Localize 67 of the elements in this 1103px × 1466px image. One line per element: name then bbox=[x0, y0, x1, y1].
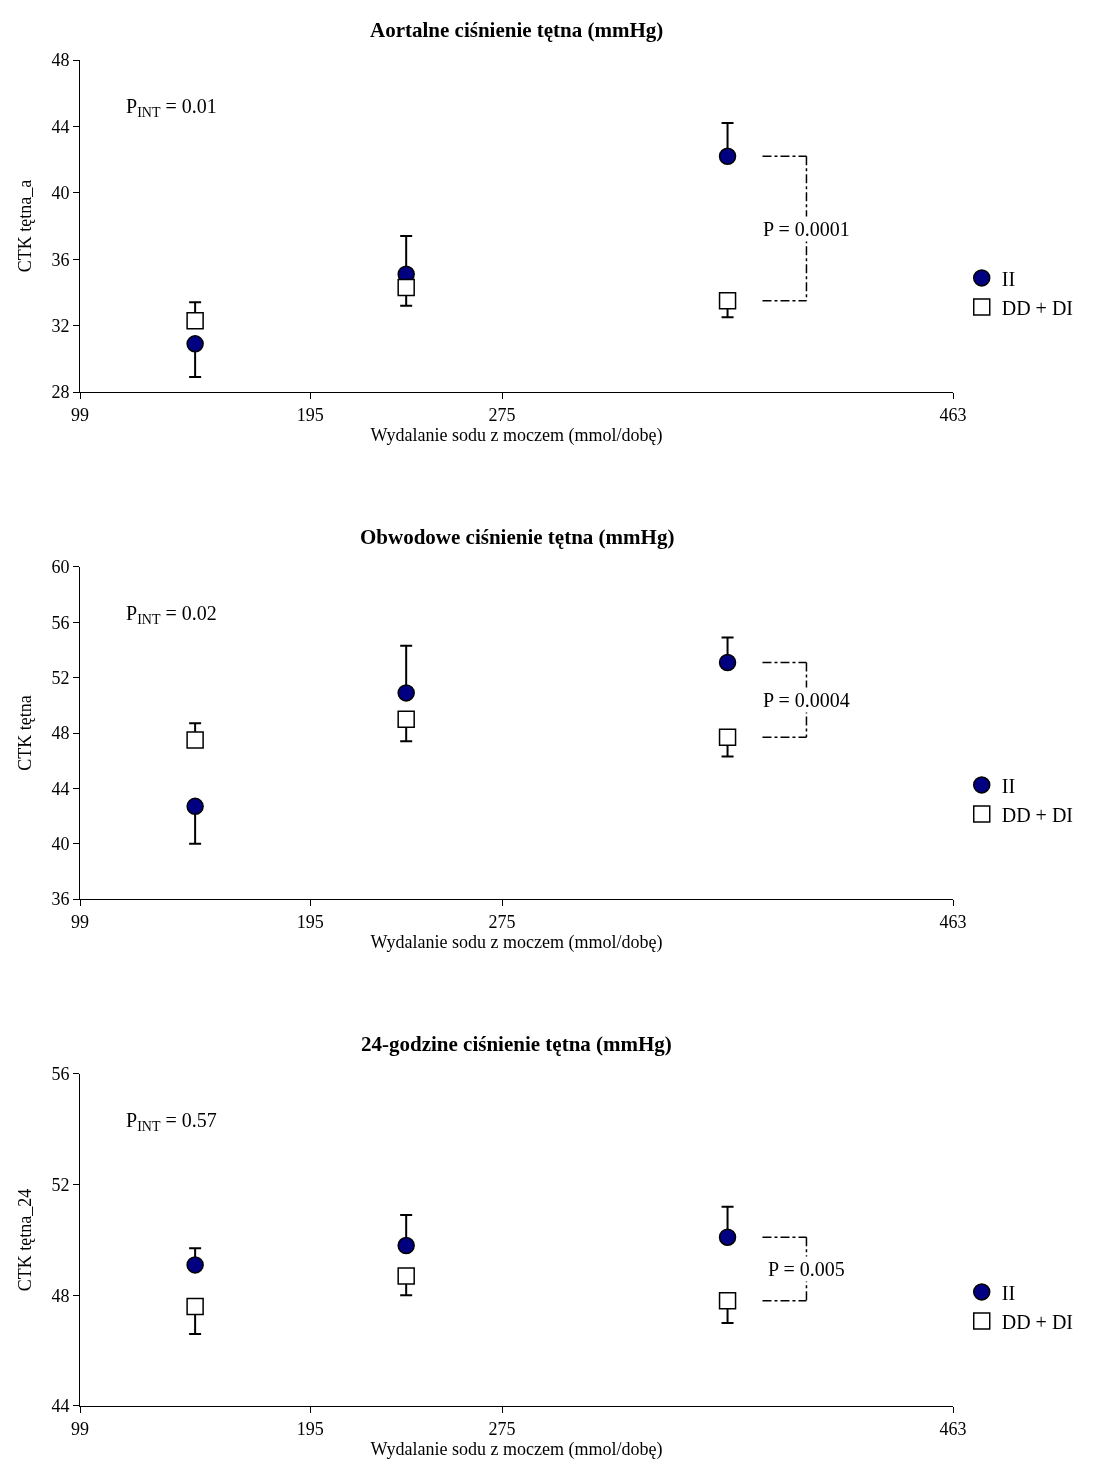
x-tick-label: 275 bbox=[488, 1418, 516, 1439]
x-tick-label: 275 bbox=[488, 404, 516, 425]
point bbox=[397, 1236, 415, 1255]
x-tick-label: 463 bbox=[939, 1418, 967, 1439]
point bbox=[186, 1297, 204, 1316]
annotation: P = 0.005 bbox=[768, 1258, 845, 1280]
x-tick-label: 99 bbox=[71, 911, 89, 932]
chart-title: 24-godzine ciśnienie tętna (mmHg) bbox=[361, 1032, 672, 1056]
y-axis-title: CTK tętna_24 bbox=[14, 1188, 35, 1292]
point bbox=[718, 1292, 737, 1310]
y-tick-label: 40 bbox=[51, 833, 70, 854]
point bbox=[397, 1267, 415, 1285]
y-tick-label: 48 bbox=[51, 50, 70, 71]
legend-label: DD + DI bbox=[1001, 1310, 1074, 1333]
legend-label: II bbox=[1001, 1281, 1016, 1304]
point bbox=[718, 1228, 737, 1246]
point bbox=[186, 1256, 204, 1274]
point bbox=[186, 731, 204, 749]
point bbox=[186, 311, 204, 330]
annotation: P = 0.0001 bbox=[763, 218, 850, 240]
y-tick-label: 36 bbox=[51, 249, 70, 270]
annotation: P = 0.0004 bbox=[763, 689, 850, 711]
point bbox=[186, 797, 204, 816]
point bbox=[718, 291, 737, 310]
x-tick-label: 195 bbox=[296, 911, 324, 932]
legend-label: II bbox=[1001, 267, 1016, 290]
y-axis-title: CTK tętna_a bbox=[14, 179, 35, 273]
point bbox=[718, 147, 737, 166]
legend-label: II bbox=[1001, 774, 1016, 797]
annotation: P$_{INT}$ = 0.01 bbox=[126, 95, 217, 121]
x-tick-label: 463 bbox=[939, 404, 967, 425]
y-tick-label: 56 bbox=[51, 612, 70, 633]
y-tick-label: 56 bbox=[51, 1064, 70, 1085]
x-tick-label: 195 bbox=[296, 1418, 324, 1439]
legend-label: DD + DI bbox=[1001, 296, 1074, 319]
x-tick-label: 275 bbox=[488, 911, 516, 932]
x-axis-title: Wydalanie sodu z moczem (mmol/dobę) bbox=[370, 931, 663, 953]
point bbox=[397, 710, 415, 728]
y-tick-label: 52 bbox=[51, 667, 70, 688]
y-tick-label: 40 bbox=[51, 183, 70, 204]
y-tick-label: 36 bbox=[51, 889, 70, 910]
point bbox=[186, 335, 204, 353]
chart-title: Obwodowe ciśnienie tętna (mmHg) bbox=[360, 525, 675, 549]
x-axis-title: Wydalanie sodu z moczem (mmol/dobę) bbox=[370, 424, 663, 446]
annotation: P$_{INT}$ = 0.57 bbox=[126, 1109, 217, 1135]
x-tick-label: 463 bbox=[939, 911, 967, 932]
x-tick-label: 99 bbox=[71, 1418, 89, 1439]
y-tick-label: 28 bbox=[51, 382, 70, 403]
point bbox=[397, 278, 415, 297]
x-axis-title: Wydalanie sodu z moczem (mmol/dobę) bbox=[370, 1438, 663, 1460]
point bbox=[397, 684, 415, 702]
y-tick-label: 48 bbox=[51, 1285, 70, 1306]
point bbox=[718, 653, 737, 672]
y-tick-label: 44 bbox=[51, 116, 70, 137]
y-tick-label: 48 bbox=[51, 723, 70, 744]
y-tick-label: 60 bbox=[51, 557, 70, 578]
y-tick-label: 44 bbox=[51, 1396, 70, 1417]
x-tick-label: 99 bbox=[71, 404, 89, 425]
y-axis-title: CTK tętna bbox=[14, 695, 35, 771]
y-tick-label: 44 bbox=[51, 778, 70, 799]
chart-title: Aortalne ciśnienie tętna (mmHg) bbox=[370, 18, 664, 42]
annotation: P$_{INT}$ = 0.02 bbox=[126, 602, 217, 628]
y-tick-label: 32 bbox=[51, 315, 70, 336]
legend-label: DD + DI bbox=[1001, 803, 1074, 826]
y-tick-label: 52 bbox=[51, 1174, 70, 1195]
point bbox=[718, 728, 737, 746]
x-tick-label: 195 bbox=[296, 404, 324, 425]
